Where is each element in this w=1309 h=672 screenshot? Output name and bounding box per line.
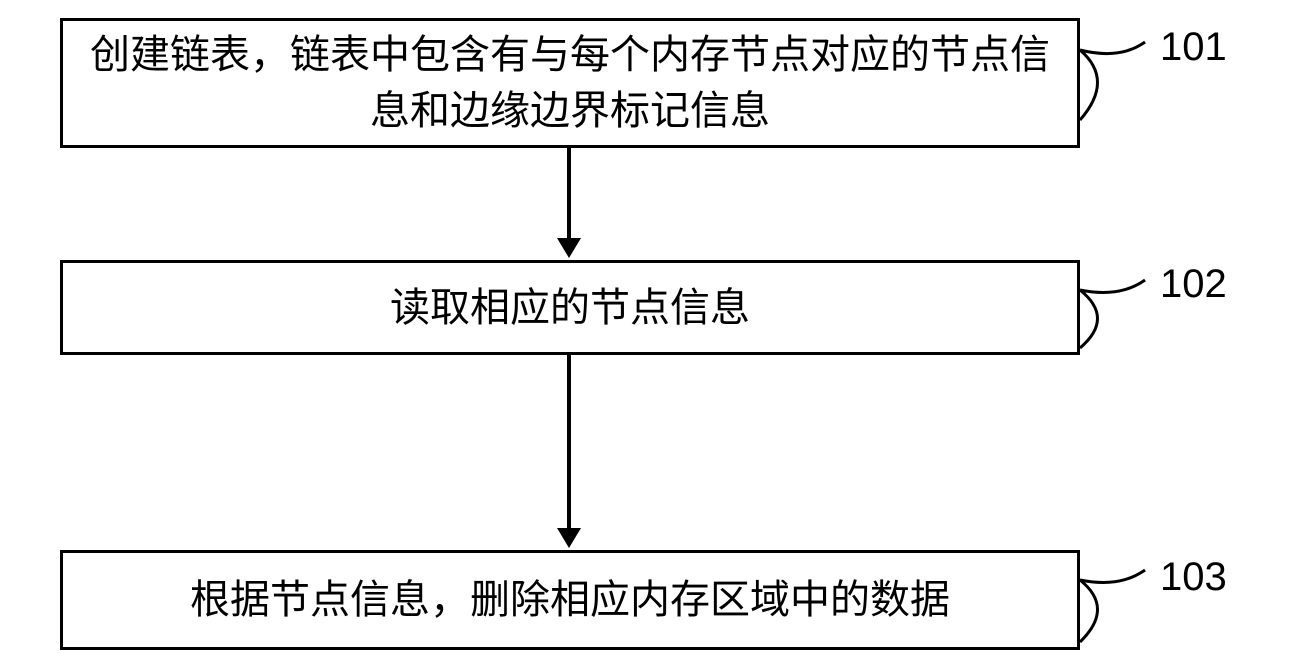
node-102-text: 读取相应的节点信息 <box>390 280 750 336</box>
arrow-head-102-to-103 <box>557 528 581 548</box>
flowchart-node-102: 读取相应的节点信息 <box>60 260 1080 355</box>
flowchart-node-103: 根据节点信息，删除相应内存区域中的数据 <box>60 550 1080 650</box>
node-103-label: 103 <box>1160 555 1227 600</box>
arrow-head-101-to-102 <box>557 238 581 258</box>
flowchart-container: 创建链表，链表中包含有与每个内存节点对应的节点信息和边缘边界标记信息 101 读… <box>0 0 1309 672</box>
node-102-label: 102 <box>1160 262 1227 307</box>
arrow-101-to-102 <box>567 148 571 240</box>
flowchart-node-101: 创建链表，链表中包含有与每个内存节点对应的节点信息和边缘边界标记信息 <box>60 18 1080 148</box>
node-101-label: 101 <box>1160 25 1227 70</box>
arrow-102-to-103 <box>567 355 571 530</box>
node-101-text: 创建链表，链表中包含有与每个内存节点对应的节点信息和边缘边界标记信息 <box>83 27 1057 139</box>
node-103-text: 根据节点信息，删除相应内存区域中的数据 <box>190 572 950 628</box>
